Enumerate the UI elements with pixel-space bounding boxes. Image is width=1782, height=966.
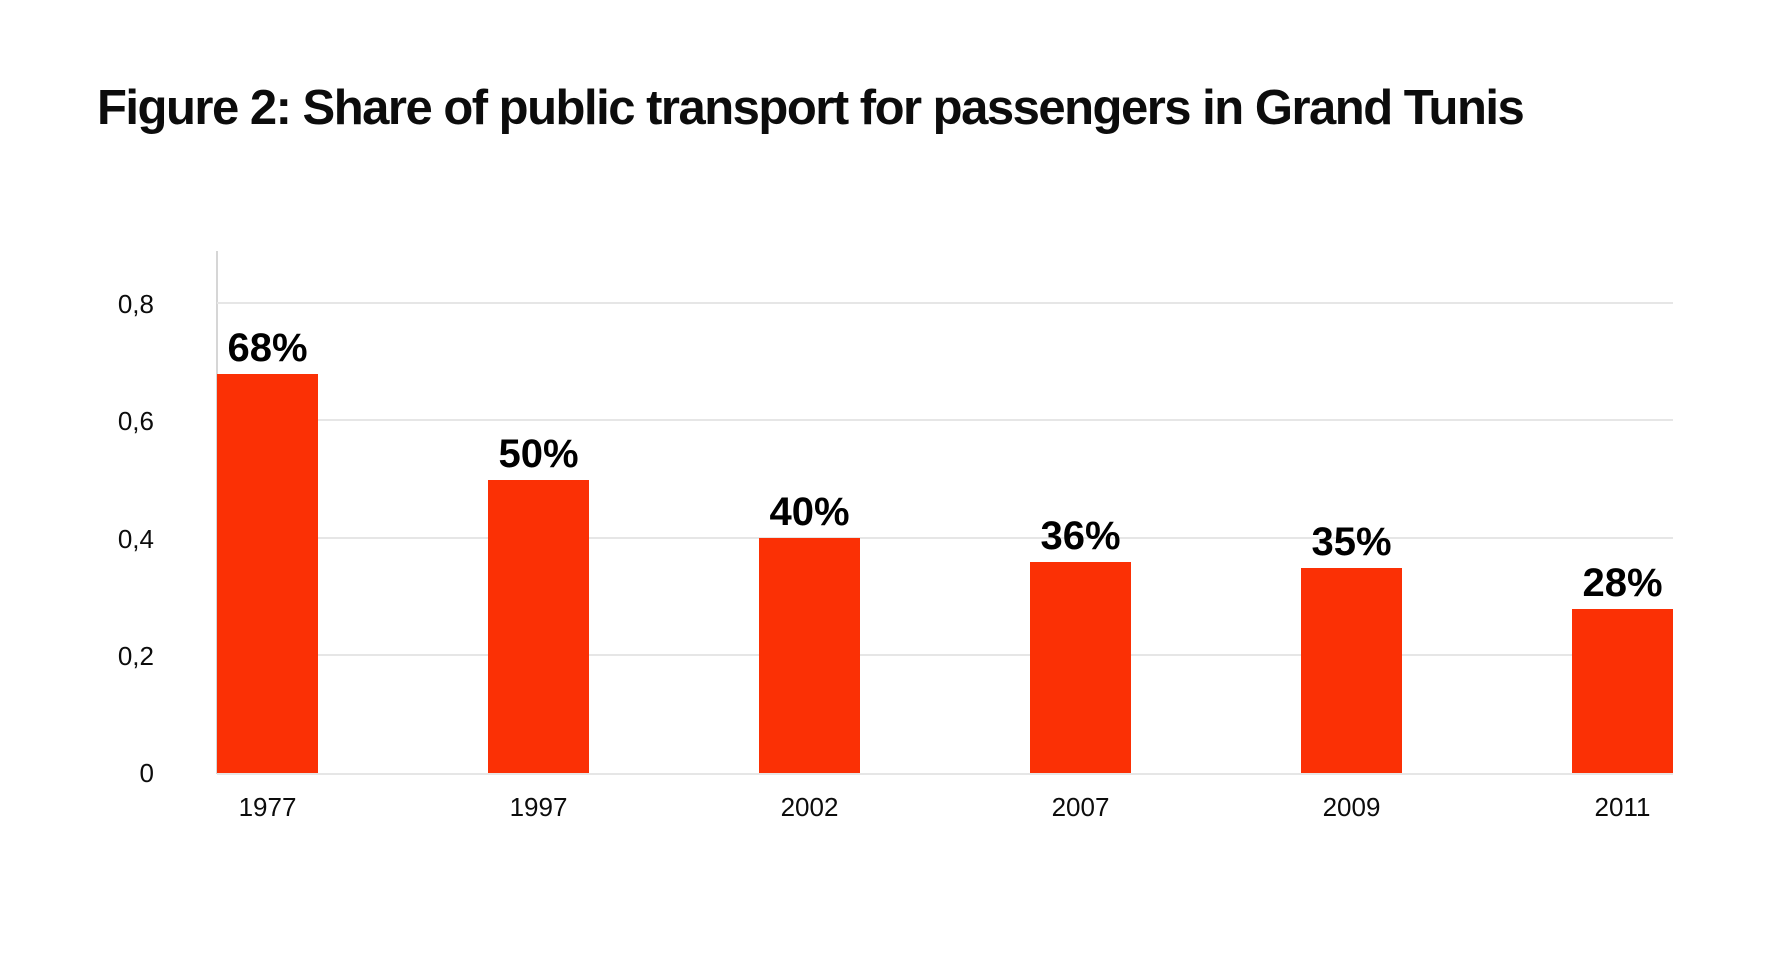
gridline — [217, 419, 1673, 422]
gridline — [217, 536, 1673, 539]
bar-value-label: 35% — [1311, 520, 1392, 564]
x-tick-label: 2002 — [780, 792, 839, 822]
y-tick-label: 0,2 — [117, 640, 154, 671]
bar-value-label: 40% — [769, 490, 850, 534]
gridline — [217, 773, 1673, 775]
gridline — [217, 302, 1673, 304]
bars-container: 68% 1977 50% 1997 40% 2002 36% 2007 35% 2009 28% 20… — [217, 251, 1673, 820]
bar: 35% 2009 — [1301, 522, 1402, 820]
x-tick-label: 1997 — [509, 792, 568, 822]
y-tick-label: 0,6 — [117, 406, 154, 437]
x-tick-label: 1977 — [238, 792, 297, 822]
gridline — [217, 653, 1673, 656]
chart-plot-area: 68% 1977 50% 1997 40% 2002 36% 2007 35% 2009 28% 20… — [217, 251, 1673, 820]
bar-value-label: 50% — [498, 432, 579, 476]
bar-value-label: 68% — [227, 326, 308, 370]
y-tick-label: 0,4 — [117, 523, 154, 554]
bar: 28% 2011 — [1572, 563, 1673, 820]
bar-value-label: 28% — [1582, 561, 1663, 605]
bar-value-label: 36% — [1040, 514, 1121, 558]
figure-title: Figure 2: Share of public transport for … — [97, 81, 1525, 135]
y-tick-label: 0 — [139, 758, 154, 788]
bar: 68% 1977 — [217, 328, 318, 820]
x-tick-label: 2007 — [1051, 792, 1110, 822]
bar: 36% 2007 — [1030, 516, 1131, 820]
x-tick-label: 2009 — [1322, 792, 1381, 822]
y-tick-label: 0,8 — [117, 289, 154, 319]
x-tick-label: 2011 — [1594, 792, 1651, 822]
bar: 40% 2002 — [759, 492, 860, 820]
bar: 50% 1997 — [488, 434, 589, 820]
